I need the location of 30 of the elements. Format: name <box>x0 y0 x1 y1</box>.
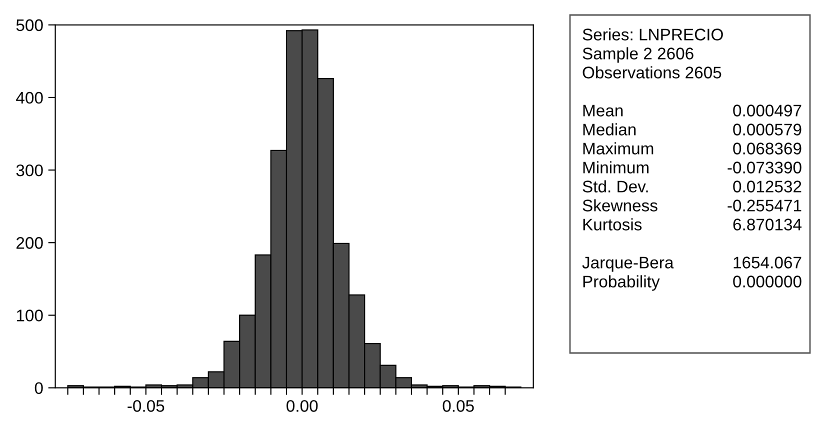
x-tick-label: 0.05 <box>442 400 474 412</box>
text: Observations 2605 <box>582 66 722 78</box>
text: 6.870134 <box>733 218 802 230</box>
text: 0.000579 <box>733 124 802 136</box>
text: 0.012532 <box>733 180 802 192</box>
text: Median <box>583 123 636 136</box>
text: 0.068369 <box>733 142 802 154</box>
text: 0.000000 <box>733 276 802 288</box>
text: Skewness <box>582 199 658 212</box>
text: Kurtosis <box>583 218 642 230</box>
text: Probability <box>583 275 660 291</box>
y-tick-label: 200 <box>16 237 43 249</box>
x-tick-label: 0.00 <box>286 400 318 412</box>
text: Std. Dev. <box>582 180 648 192</box>
text: Series: LNPRECIO <box>582 28 723 40</box>
y-tick-label: 300 <box>16 164 43 176</box>
y-tick-label: 500 <box>16 19 43 32</box>
text: 1654.067 <box>734 256 802 268</box>
y-tick-label: 400 <box>16 92 43 104</box>
text: Jarque-Bera <box>582 256 674 272</box>
text: Minimum <box>583 161 648 174</box>
text: 0.000497 <box>733 104 802 116</box>
text: Maximum <box>583 142 654 154</box>
y-tick-label: 100 <box>16 310 43 322</box>
text: Sample 2 2606 <box>582 47 694 63</box>
x-tick-label: -0.05 <box>128 400 164 412</box>
text: -0.255471 <box>728 200 802 212</box>
text: Mean <box>583 104 623 116</box>
text: -0.073390 <box>728 162 802 174</box>
y-tick-label: 0 <box>34 382 43 394</box>
